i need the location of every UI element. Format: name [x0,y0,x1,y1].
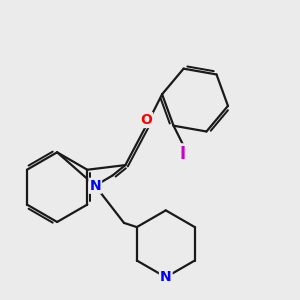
Text: N: N [89,179,101,193]
Text: N: N [160,270,172,284]
Text: O: O [140,113,152,127]
Text: I: I [180,145,186,163]
